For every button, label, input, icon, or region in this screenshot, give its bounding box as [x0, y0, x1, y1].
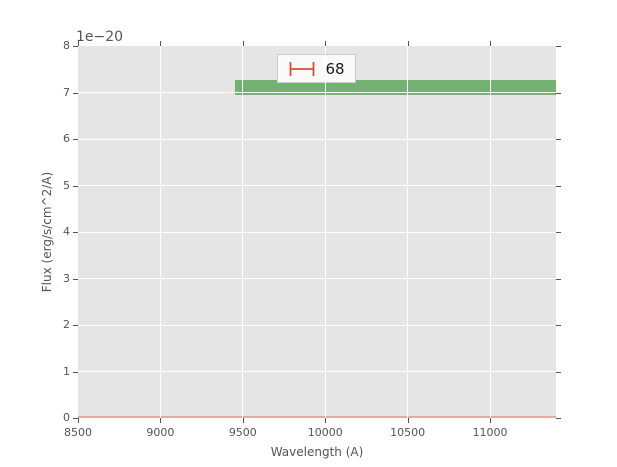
- x-tick-mark-top: [242, 41, 244, 46]
- y-tick-mark-right: [556, 46, 561, 47]
- x-tick-mark-bottom: [490, 418, 492, 423]
- y-gridline: [78, 138, 556, 140]
- y-tick-mark-right: [556, 418, 561, 419]
- y-tick-mark-left: [73, 46, 78, 47]
- x-tick-label: 9500: [228, 426, 257, 439]
- y-tick-label: 8: [63, 39, 70, 52]
- x-tick-label: 10500: [390, 426, 426, 439]
- y-gridline: [78, 231, 556, 233]
- x-tick-label: 8500: [64, 426, 92, 439]
- x-tick-label: 9000: [146, 426, 175, 439]
- y-tick-mark-left: [73, 278, 78, 280]
- y-tick-mark-right: [556, 325, 561, 326]
- y-tick-mark-left: [73, 92, 78, 94]
- x-tick-mark-top: [325, 41, 327, 46]
- error-spectrum-line: [78, 416, 556, 418]
- y-axis-offset-text: 1e−20: [76, 29, 124, 45]
- y-tick-mark-left: [73, 418, 78, 419]
- y-tick-label: 7: [63, 85, 70, 99]
- x-tick-mark-bottom: [160, 418, 162, 423]
- y-gridline: [78, 92, 556, 93]
- legend-label: 68: [325, 59, 345, 78]
- x-tick-mark-bottom: [78, 418, 79, 423]
- y-tick-label: 3: [63, 271, 70, 285]
- y-tick-mark-right: [556, 232, 561, 233]
- x-tick-mark-bottom: [407, 418, 409, 423]
- flux-confidence-band: [234, 79, 556, 95]
- plot-area: 68: [78, 46, 556, 418]
- y-tick-mark-right: [556, 92, 561, 94]
- y-tick-mark-right: [556, 185, 561, 187]
- y-tick-label: 4: [63, 225, 70, 238]
- y-tick-mark-left: [73, 232, 78, 233]
- y-tick-mark-left: [73, 325, 78, 326]
- y-tick-label: 5: [63, 178, 70, 192]
- x-tick-label: 11000: [472, 426, 508, 439]
- y-tick-label: 2: [63, 318, 70, 331]
- x-tick-mark-top: [407, 41, 409, 46]
- y-tick-label: 0: [63, 411, 70, 424]
- x-tick-mark-top: [78, 41, 79, 46]
- y-gridline: [78, 324, 556, 326]
- x-tick-mark-top: [490, 41, 492, 46]
- y-tick-label: 6: [63, 132, 70, 145]
- x-tick-mark-bottom: [242, 418, 244, 423]
- y-tick-mark-right: [556, 139, 561, 140]
- y-tick-mark-right: [556, 371, 561, 373]
- y-gridline: [78, 278, 556, 279]
- x-tick-mark-top: [160, 41, 162, 46]
- y-tick-mark-left: [73, 185, 78, 187]
- y-tick-mark-left: [73, 371, 78, 373]
- y-tick-mark-right: [556, 278, 561, 280]
- x-tick-label: 10000: [307, 426, 343, 439]
- errorbar-icon: [290, 61, 315, 76]
- x-axis-label: Wavelength (A): [270, 445, 364, 459]
- y-tick-mark-left: [73, 139, 78, 140]
- y-gridline: [78, 371, 556, 372]
- y-tick-label: 1: [63, 364, 70, 378]
- x-tick-mark-bottom: [325, 418, 327, 423]
- legend: 68: [277, 54, 356, 83]
- y-gridline: [78, 185, 556, 186]
